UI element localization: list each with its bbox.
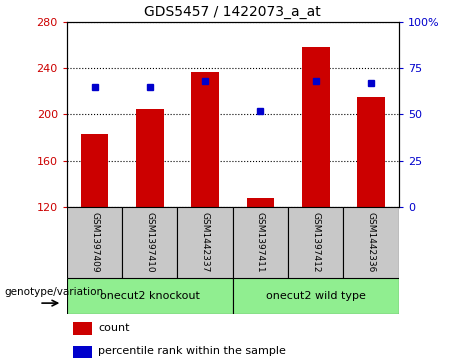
Bar (73, 346, 92, 358)
Bar (67, 207, 122, 278)
Bar (343, 207, 399, 278)
Text: percentile rank within the sample: percentile rank within the sample (98, 346, 286, 356)
Text: onecut2 knockout: onecut2 knockout (100, 291, 200, 301)
Text: GSM1442336: GSM1442336 (366, 212, 376, 273)
Bar (73, 322, 92, 335)
Text: count: count (98, 323, 130, 333)
Title: GDS5457 / 1422073_a_at: GDS5457 / 1422073_a_at (144, 5, 321, 19)
Text: onecut2 wild type: onecut2 wild type (266, 291, 366, 301)
Bar (67, 278, 233, 314)
Bar (177, 207, 233, 278)
Bar (191, 72, 219, 207)
Bar (136, 109, 164, 207)
Text: GSM1442337: GSM1442337 (201, 212, 210, 273)
Text: genotype/variation: genotype/variation (5, 287, 104, 297)
Bar (288, 207, 343, 278)
Bar (247, 197, 274, 207)
Text: GSM1397411: GSM1397411 (256, 212, 265, 273)
Text: GSM1397410: GSM1397410 (145, 212, 154, 273)
Bar (81, 134, 108, 207)
Bar (233, 278, 399, 314)
Text: GSM1397409: GSM1397409 (90, 212, 99, 273)
Bar (357, 97, 385, 207)
Bar (233, 207, 288, 278)
Bar (122, 207, 177, 278)
Bar (302, 47, 330, 207)
Text: GSM1397412: GSM1397412 (311, 212, 320, 273)
